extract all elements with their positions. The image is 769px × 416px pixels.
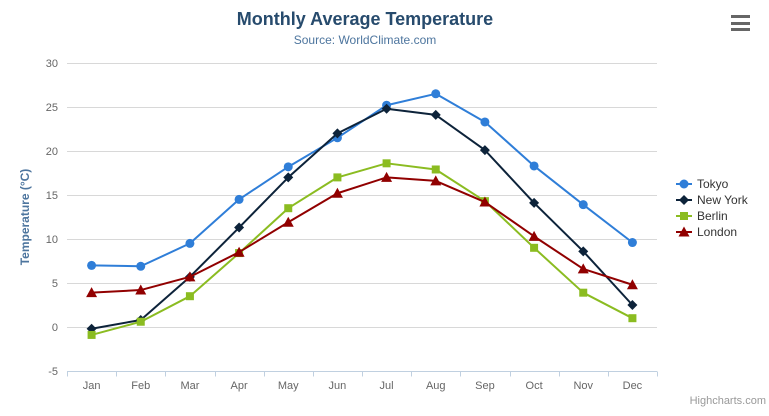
legend-marker-london[interactable] (678, 226, 690, 237)
legend-marker-tokyo[interactable] (679, 179, 689, 189)
x-axis-tick-label: May (278, 380, 299, 392)
data-point-london[interactable] (479, 196, 491, 207)
x-axis-tick-label: Feb (131, 380, 150, 392)
data-point-berlin[interactable] (284, 204, 293, 213)
data-point-berlin[interactable] (87, 330, 96, 339)
data-point-london[interactable] (577, 263, 589, 274)
series-line-new-york (90, 107, 634, 330)
x-axis-tick-label: Jan (83, 380, 101, 392)
y-axis-tick-label: 15 (46, 190, 58, 202)
legend-label-berlin: Berlin (697, 209, 728, 223)
data-point-berlin[interactable] (579, 288, 588, 297)
y-axis-tick-label: 20 (46, 146, 58, 158)
series-tokyo (87, 89, 637, 271)
data-point-london[interactable] (233, 246, 245, 257)
data-point-tokyo[interactable] (480, 117, 490, 127)
series-new-york (86, 103, 638, 334)
data-point-london[interactable] (331, 187, 343, 198)
data-point-berlin[interactable] (628, 314, 637, 323)
y-axis-tick-label: -5 (48, 366, 58, 378)
x-axis-tick-label: Jun (329, 380, 347, 392)
hamburger-icon (731, 21, 750, 25)
data-point-berlin[interactable] (333, 173, 342, 182)
data-point-london[interactable] (626, 279, 638, 290)
legend-label-tokyo: Tokyo (697, 177, 729, 191)
data-point-berlin[interactable] (382, 159, 391, 168)
data-point-london[interactable] (430, 175, 442, 186)
legend-label-london: London (697, 225, 737, 239)
x-axis-tick-label: Oct (526, 380, 543, 392)
legend-item-new-york[interactable]: New York (676, 193, 749, 207)
data-point-berlin[interactable] (185, 292, 194, 301)
legend-marker-new-york[interactable] (679, 195, 689, 205)
chart-title: Monthly Average Temperature (236, 9, 494, 29)
series-line-london (90, 176, 634, 294)
data-point-tokyo[interactable] (431, 89, 441, 99)
data-point-new-york[interactable] (234, 222, 245, 233)
data-point-london[interactable] (528, 230, 540, 241)
series-line-berlin (90, 162, 634, 336)
y-axis-tick-label: 30 (46, 58, 58, 70)
data-point-new-york[interactable] (430, 109, 441, 120)
series-line-tokyo (90, 92, 634, 268)
y-axis-tick-label: 5 (52, 278, 58, 290)
x-axis-tick-label: Sep (475, 380, 495, 392)
data-point-new-york[interactable] (479, 145, 490, 156)
data-point-tokyo[interactable] (578, 200, 588, 210)
data-point-new-york[interactable] (283, 172, 294, 183)
data-point-london[interactable] (86, 287, 98, 298)
data-point-london[interactable] (282, 216, 294, 227)
data-point-new-york[interactable] (381, 103, 392, 114)
x-axis-tick-label: Aug (426, 380, 446, 392)
data-point-london[interactable] (184, 271, 196, 282)
data-point-tokyo[interactable] (185, 238, 195, 248)
export-menu-button[interactable] (731, 15, 750, 31)
data-point-berlin[interactable] (431, 165, 440, 174)
hamburger-icon (731, 15, 750, 18)
data-point-tokyo[interactable] (627, 238, 637, 248)
data-point-tokyo[interactable] (234, 194, 244, 204)
y-axis-tick-label: 25 (46, 102, 58, 114)
y-axis-tick-label: 0 (52, 322, 58, 334)
y-axis-title: Temperature (°C) (18, 168, 32, 266)
data-point-new-york[interactable] (529, 197, 540, 208)
chart-subtitle: Source: WorldClimate.com (293, 33, 437, 47)
x-axis-tick-label: Apr (231, 380, 248, 392)
data-point-berlin[interactable] (136, 317, 145, 326)
x-axis-tick-label: Jul (380, 380, 394, 392)
y-axis-tick-label: 10 (46, 234, 58, 246)
data-point-london[interactable] (135, 284, 147, 295)
x-axis-tick-label: Dec (623, 380, 643, 392)
legend-marker-berlin[interactable] (680, 212, 688, 220)
legend-item-berlin[interactable]: Berlin (676, 209, 728, 223)
hamburger-icon (731, 28, 750, 31)
data-point-new-york[interactable] (332, 128, 343, 139)
credits-link[interactable]: Highcharts.com (689, 395, 766, 407)
data-point-tokyo[interactable] (283, 162, 293, 172)
data-point-tokyo[interactable] (87, 260, 97, 270)
legend-item-tokyo[interactable]: Tokyo (676, 177, 729, 191)
x-axis-tick-label: Nov (573, 380, 593, 392)
data-point-new-york[interactable] (578, 246, 589, 257)
data-point-tokyo[interactable] (529, 161, 539, 171)
legend-item-london[interactable]: London (676, 225, 737, 239)
series-london (86, 171, 638, 298)
data-point-tokyo[interactable] (136, 261, 146, 271)
data-point-berlin[interactable] (530, 243, 539, 252)
data-point-london[interactable] (381, 171, 393, 182)
legend-label-new-york: New York (697, 193, 749, 207)
x-axis-tick-label: Mar (180, 380, 199, 392)
data-point-new-york[interactable] (627, 300, 638, 310)
